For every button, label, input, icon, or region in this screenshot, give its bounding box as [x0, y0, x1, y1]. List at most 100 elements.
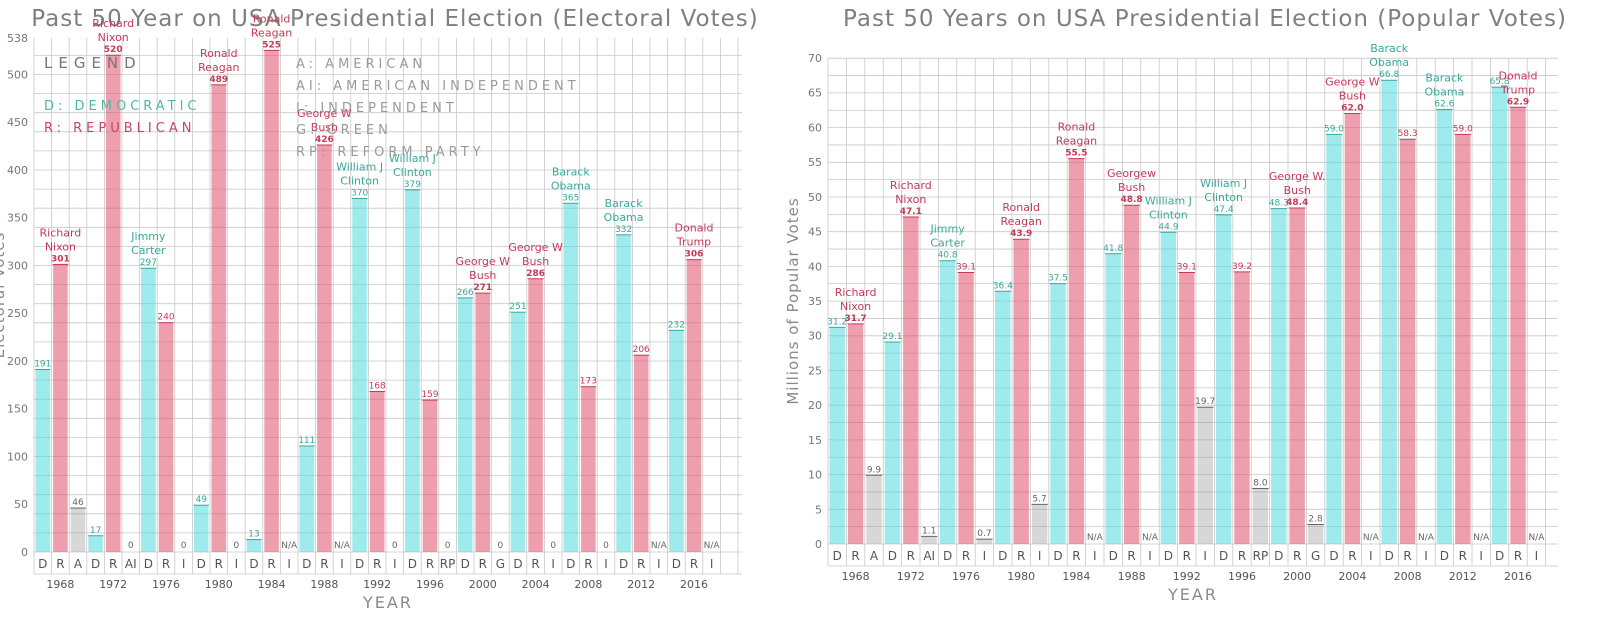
data-label: 520: [104, 45, 123, 55]
bar-1972-R: [105, 55, 121, 553]
legend-entry: AI: AMERICAN INDEPENDENT: [296, 79, 580, 94]
winner-name: Barack: [552, 165, 591, 178]
bar-1972-R: [903, 216, 919, 544]
party-code-label: R: [907, 549, 915, 563]
winner-name: Donald: [675, 222, 714, 235]
winner-name: Barack: [1425, 71, 1464, 84]
data-label: 168: [369, 381, 386, 391]
bar-2008-D: [1381, 80, 1397, 545]
y-tick-label: 100: [7, 450, 28, 463]
y-tick-label: 30: [808, 330, 822, 343]
year-label: 1996: [416, 578, 444, 591]
y-tick-label: 200: [7, 355, 28, 368]
bar-2012-R: [1455, 134, 1471, 544]
data-label: 17: [90, 526, 101, 536]
data-label: 43.9: [1010, 229, 1032, 239]
winner-name: Ronald: [253, 12, 291, 25]
party-code-label: R: [1183, 549, 1191, 563]
year-label: 1984: [258, 578, 286, 591]
data-label: 65.8: [1490, 77, 1510, 87]
data-label: 251: [509, 302, 526, 312]
year-label: 2004: [1338, 570, 1366, 583]
winner-name: Nixon: [895, 193, 926, 206]
winner-name: Barack: [1370, 42, 1409, 55]
data-label: 111: [298, 436, 315, 446]
data-label: 59.0: [1324, 124, 1344, 134]
party-code-label: R: [1403, 549, 1411, 563]
data-label: N/A: [281, 541, 298, 551]
bar-2004-R: [1344, 113, 1361, 545]
bar-2000-G: [1307, 524, 1324, 544]
party-code-label: I: [551, 557, 555, 571]
x-axis-label: YEAR: [1167, 585, 1218, 604]
popular-votes-panel: Past 50 Years on USA Presidential Electi…: [784, 0, 1610, 621]
party-code-label: R: [1348, 549, 1356, 563]
bar-1996-R: [422, 400, 438, 552]
party-code-label: I: [235, 557, 239, 571]
bar-2016-D: [669, 330, 684, 552]
y-tick-label: 65: [808, 87, 822, 100]
bar-2004-D: [510, 312, 526, 552]
winner-name: Ronald: [1058, 121, 1096, 134]
party-code-label: D: [566, 557, 575, 571]
data-label: 37.5: [1048, 274, 1068, 284]
y-tick-label: 50: [14, 498, 28, 511]
winner-name: Richard: [92, 17, 134, 30]
data-label: 9.9: [867, 465, 882, 475]
data-label: 41.8: [1103, 244, 1123, 254]
party-code-label: R: [267, 557, 275, 571]
winner-name: Richard: [835, 286, 877, 299]
bar-1992-I: [1197, 407, 1213, 544]
winner-name: Carter: [930, 237, 965, 250]
year-label: 1988: [310, 578, 338, 591]
data-label: 39.1: [1177, 263, 1197, 273]
party-code-label: D: [998, 549, 1007, 563]
bar-1988-R: [317, 145, 332, 552]
data-label: N/A: [1418, 533, 1435, 543]
party-code-label: D: [1219, 549, 1228, 563]
party-code-label: G: [1311, 549, 1320, 563]
bar-1984-D: [1050, 283, 1066, 544]
bar-1976-R: [958, 272, 974, 544]
winner-name: Nixon: [45, 240, 76, 253]
y-tick-label: 250: [7, 307, 28, 320]
winner-name: Clinton: [1204, 191, 1243, 204]
year-label: 2000: [469, 578, 497, 591]
year-label: 1992: [363, 578, 391, 591]
party-code-label: I: [340, 557, 344, 571]
data-label: 2.8: [1308, 515, 1323, 525]
winner-name: Bush: [1118, 181, 1145, 194]
data-label: 31.7: [844, 314, 866, 324]
party-code-label: D: [1274, 549, 1283, 563]
party-code-label: R: [1293, 549, 1301, 563]
data-label: 379: [404, 180, 421, 190]
party-code-label: R: [426, 557, 434, 571]
bar-1976-D: [939, 260, 956, 544]
y-tick-label: 70: [808, 52, 822, 65]
party-code-label: D: [943, 549, 952, 563]
year-label: 1980: [1007, 570, 1035, 583]
bar-1976-D: [141, 268, 156, 552]
data-label: 370: [351, 189, 368, 199]
party-code-label: D: [513, 557, 522, 571]
year-label: 2012: [627, 578, 655, 591]
party-code-label: R: [373, 557, 381, 571]
legend-entry: A: AMERICAN: [296, 57, 426, 72]
data-label: 232: [668, 320, 685, 330]
party-code-label: R: [479, 557, 487, 571]
winner-name: Ronald: [200, 47, 238, 60]
year-label: 1976: [952, 570, 980, 583]
winner-name: Nixon: [840, 300, 871, 313]
winner-name: Barack: [605, 197, 644, 210]
winner-name: William J: [389, 152, 436, 165]
bar-1992-R: [369, 391, 385, 552]
y-tick-label: 150: [7, 403, 28, 416]
bar-1972-D: [884, 341, 901, 544]
data-label: 0: [234, 541, 240, 551]
legend-entry: RP: REFORM PARTY: [296, 145, 485, 160]
party-code-label: R: [1127, 549, 1135, 563]
y-tick-label: 40: [808, 260, 822, 273]
data-label: 159: [421, 390, 438, 400]
bar-1968-A: [70, 508, 86, 552]
data-label: 426: [315, 135, 334, 145]
